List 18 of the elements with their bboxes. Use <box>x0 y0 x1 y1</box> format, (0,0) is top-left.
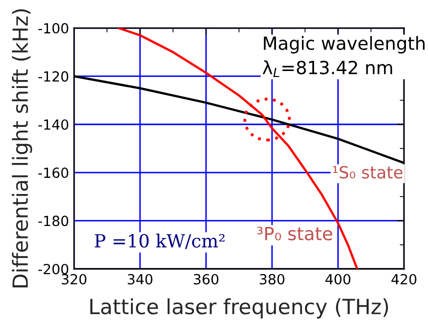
y-tick-label: -160 <box>38 168 68 178</box>
annotation: ³P₀ state <box>257 226 332 240</box>
y-tick-label: -120 <box>38 71 68 82</box>
annotation: Magic wavelength λ$_{L}$=813.42 nm <box>262 36 425 78</box>
x-tick-label: 320 <box>62 274 86 284</box>
y-tick-label: -140 <box>38 119 68 130</box>
x-tick-label: 380 <box>260 274 284 284</box>
x-tick-label: 360 <box>194 274 218 284</box>
x-tick-label: 340 <box>128 274 152 284</box>
x-axis-title: Lattice laser frequency (THz) <box>90 298 388 318</box>
annotation: ¹S₀ state <box>333 166 402 179</box>
y-tick-label: -100 <box>38 23 68 34</box>
y-axis-title: Differential light shift (kHz) <box>12 9 32 288</box>
y-tick-label: -200 <box>38 264 68 274</box>
y-tick-label: -180 <box>38 216 68 226</box>
annotation: P =10 kW/cm² <box>94 234 224 250</box>
x-tick-label: 400 <box>325 274 350 284</box>
x-tick-label: 420 <box>391 274 416 284</box>
